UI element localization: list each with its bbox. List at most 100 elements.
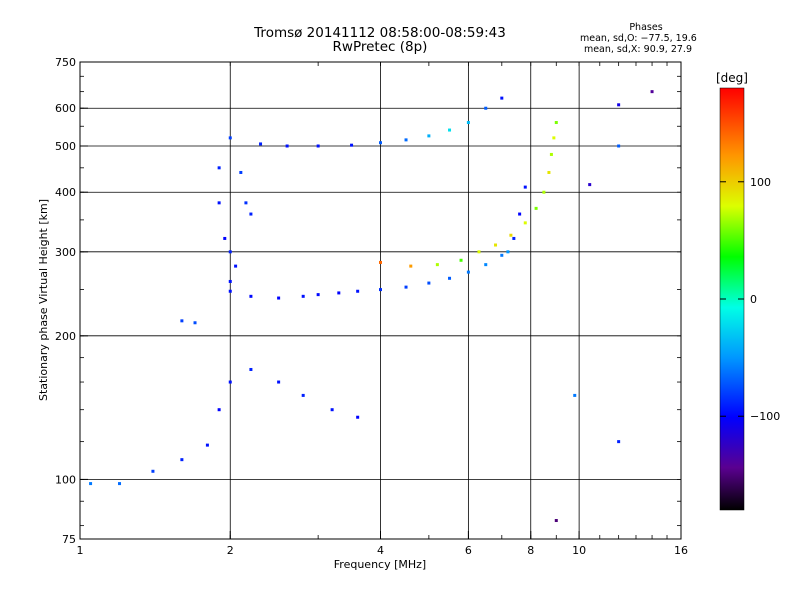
- data-point: [506, 250, 510, 254]
- data-point: [523, 185, 527, 189]
- data-point: [180, 319, 184, 323]
- data-point: [435, 263, 439, 267]
- colorbar-tick-label: −100: [750, 410, 780, 423]
- data-point: [205, 443, 209, 447]
- x-tick-label: 2: [227, 544, 234, 557]
- chart-title: Tromsø 20141112 08:58:00-08:59:43 RwPret…: [230, 26, 530, 54]
- data-point: [259, 142, 263, 146]
- data-point: [285, 144, 289, 148]
- data-point: [379, 141, 382, 145]
- data-point: [228, 279, 232, 283]
- data-points: [89, 90, 654, 523]
- phase-legend-title: Phases: [629, 22, 663, 33]
- data-point: [409, 264, 413, 268]
- data-point: [301, 393, 305, 397]
- axes: 1 2 4 6 8 10 16 75 100 200 300 400 500 600 750: [55, 56, 688, 557]
- data-point: [350, 143, 354, 147]
- data-point: [244, 201, 248, 205]
- data-point: [356, 415, 360, 419]
- colorbar-tick-label: 100: [750, 176, 771, 189]
- data-point: [337, 291, 341, 295]
- y-tick-label: 500: [55, 140, 76, 153]
- data-point: [542, 190, 546, 194]
- colorbar-tick-label: 0: [750, 293, 757, 306]
- data-point: [234, 264, 238, 268]
- x-axis-label: Frequency [MHz]: [334, 558, 426, 571]
- plot-grid: [80, 62, 681, 539]
- data-point: [301, 294, 305, 298]
- data-point: [617, 440, 621, 444]
- data-point: [448, 128, 452, 132]
- y-tick-label: 400: [55, 186, 76, 199]
- data-point: [379, 288, 382, 292]
- y-axis-label: Stationary phase Virtual Height [km]: [37, 199, 50, 401]
- data-point: [427, 134, 431, 138]
- data-point: [316, 293, 320, 297]
- data-point: [500, 96, 504, 100]
- data-point: [223, 236, 227, 240]
- data-point: [330, 408, 334, 412]
- colorbar: [deg] 100 0 −100: [716, 71, 780, 511]
- data-point: [228, 380, 232, 384]
- colorbar-unit: [deg]: [716, 71, 748, 85]
- x-tick-label: 6: [465, 544, 472, 557]
- data-point: [552, 136, 556, 140]
- data-point: [549, 152, 553, 156]
- data-point: [151, 469, 155, 473]
- data-point: [588, 183, 592, 187]
- x-tick-label: 1: [77, 544, 84, 557]
- data-point: [547, 170, 551, 174]
- data-point: [404, 285, 408, 289]
- data-point: [509, 233, 513, 237]
- phase-legend-o-mode: mean, sd,O: −77.5, 19.6: [580, 33, 697, 44]
- data-point: [277, 296, 281, 300]
- data-point: [239, 170, 243, 174]
- data-point: [523, 221, 527, 225]
- data-point: [228, 289, 232, 293]
- data-point: [512, 236, 516, 240]
- y-tick-label: 100: [55, 473, 76, 486]
- data-point: [249, 294, 253, 298]
- data-point: [228, 136, 232, 140]
- data-point: [617, 144, 621, 148]
- data-point: [554, 519, 558, 523]
- chart-title-line1: Tromsø 20141112 08:58:00-08:59:43: [254, 25, 506, 41]
- data-point: [477, 250, 481, 254]
- data-point: [554, 121, 558, 125]
- x-tick-label: 8: [527, 544, 534, 557]
- y-tick-label: 600: [55, 102, 76, 115]
- data-point: [118, 482, 122, 486]
- x-tick-label: 10: [572, 544, 586, 557]
- data-point: [356, 289, 360, 293]
- data-point: [459, 258, 463, 262]
- y-tick-label: 300: [55, 246, 76, 259]
- data-point: [193, 321, 197, 325]
- data-point: [573, 393, 577, 397]
- data-point: [217, 201, 221, 205]
- data-point: [217, 166, 221, 170]
- y-tick-label: 75: [62, 533, 76, 546]
- data-point: [228, 250, 232, 254]
- data-point: [180, 458, 184, 462]
- data-point: [217, 408, 221, 412]
- data-point: [277, 380, 281, 384]
- data-point: [494, 243, 498, 247]
- x-tick-label: 16: [674, 544, 688, 557]
- data-point: [518, 212, 522, 216]
- data-point: [650, 90, 654, 94]
- data-point: [466, 121, 470, 125]
- phase-legend-x-mode: mean, sd,X: 90.9, 27.9: [583, 44, 692, 55]
- data-point: [249, 367, 253, 371]
- x-tick-label: 4: [377, 544, 384, 557]
- y-tick-label: 200: [55, 330, 76, 343]
- data-point: [448, 276, 452, 280]
- data-point: [617, 103, 621, 107]
- data-point: [466, 270, 470, 274]
- data-point: [249, 212, 253, 216]
- data-point: [500, 253, 504, 257]
- data-point: [534, 206, 538, 210]
- data-point: [316, 144, 320, 148]
- phase-legend: Phases mean, sd,O: −77.5, 19.6 mean, sd,…: [580, 22, 697, 55]
- chart-title-line2: RwPretec (8p): [332, 39, 428, 55]
